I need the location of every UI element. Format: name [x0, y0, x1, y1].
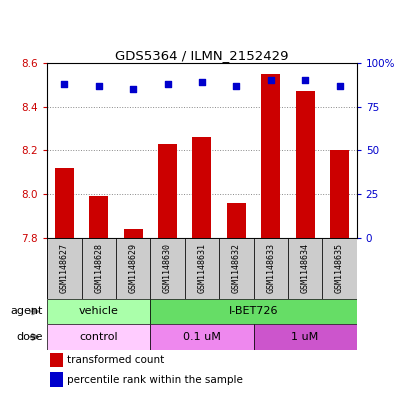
Bar [116, 238, 150, 299]
Bar [218, 238, 253, 299]
Bar [253, 324, 356, 350]
Point [130, 86, 136, 92]
Point [198, 79, 204, 85]
Text: agent: agent [11, 307, 43, 316]
Point [61, 81, 67, 87]
Bar [287, 238, 321, 299]
Point [335, 83, 342, 89]
Point [232, 83, 239, 89]
Text: control: control [79, 332, 118, 342]
Point [301, 77, 308, 83]
Text: GSM1148632: GSM1148632 [231, 242, 240, 293]
Bar [192, 137, 211, 238]
Text: GSM1148635: GSM1148635 [334, 242, 343, 293]
Text: GSM1148633: GSM1148633 [265, 242, 274, 293]
Bar [150, 299, 356, 324]
Bar [329, 150, 348, 238]
Bar [81, 238, 116, 299]
Bar [321, 238, 356, 299]
Text: transformed count: transformed count [67, 355, 164, 365]
Point [95, 83, 102, 89]
Bar [124, 229, 142, 238]
Text: dose: dose [16, 332, 43, 342]
Bar [89, 196, 108, 238]
Text: GSM1148627: GSM1148627 [60, 242, 69, 293]
Title: GDS5364 / ILMN_2152429: GDS5364 / ILMN_2152429 [115, 49, 288, 62]
Text: GSM1148628: GSM1148628 [94, 242, 103, 293]
Bar [261, 74, 279, 238]
Text: 0.1 uM: 0.1 uM [182, 332, 220, 342]
Bar [50, 372, 63, 387]
Text: vehicle: vehicle [79, 307, 118, 316]
Bar [184, 238, 218, 299]
Bar [158, 144, 177, 238]
Point [164, 81, 171, 87]
Bar [47, 299, 150, 324]
Bar [150, 324, 253, 350]
Point [267, 77, 273, 83]
Bar [55, 168, 74, 238]
Text: GSM1148634: GSM1148634 [300, 242, 309, 293]
Text: percentile rank within the sample: percentile rank within the sample [67, 375, 243, 385]
Text: GSM1148629: GSM1148629 [128, 242, 137, 293]
Text: 1 uM: 1 uM [291, 332, 318, 342]
Bar [50, 353, 63, 367]
Bar [47, 324, 150, 350]
Bar [150, 238, 184, 299]
Bar [47, 238, 81, 299]
Bar [295, 91, 314, 238]
Text: GSM1148630: GSM1148630 [163, 242, 172, 293]
Bar [226, 203, 245, 238]
Text: GSM1148631: GSM1148631 [197, 242, 206, 293]
Bar [253, 238, 287, 299]
Text: I-BET726: I-BET726 [228, 307, 278, 316]
